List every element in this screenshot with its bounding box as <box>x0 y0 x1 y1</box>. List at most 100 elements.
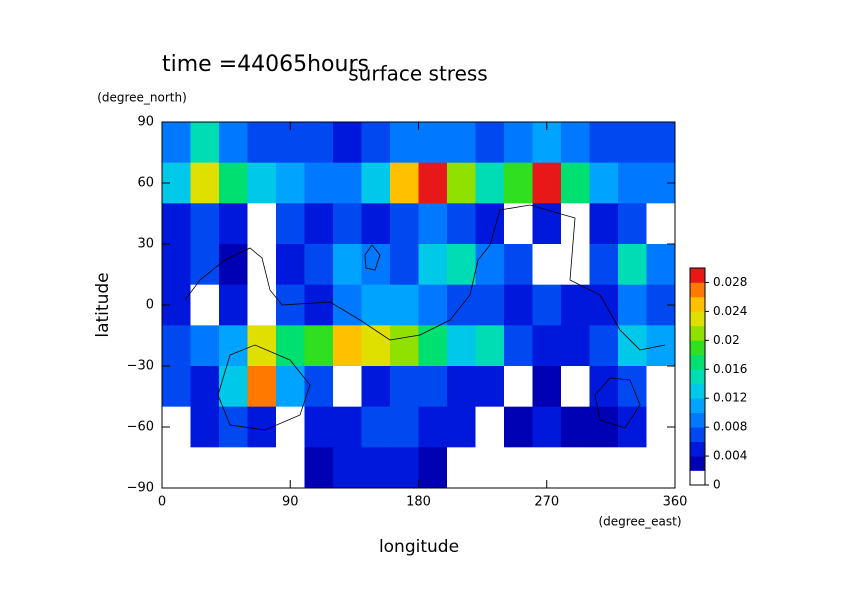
cell <box>646 447 676 489</box>
cell <box>190 366 220 408</box>
cell <box>475 284 505 326</box>
cell <box>475 325 505 367</box>
colorbar-swatch <box>690 340 705 356</box>
cell <box>475 162 505 204</box>
cell <box>589 366 619 408</box>
cell <box>504 122 533 164</box>
cell <box>333 162 362 204</box>
cell <box>333 284 362 326</box>
y-tick-label: 90 <box>137 115 154 130</box>
cell <box>247 203 277 245</box>
colorbar-tick-label: 0.004 <box>713 449 747 463</box>
cell <box>475 447 505 489</box>
cell <box>532 366 562 408</box>
cell <box>447 203 476 245</box>
cell <box>276 366 305 408</box>
cell <box>361 447 391 489</box>
cell <box>418 162 448 204</box>
colorbar-swatch <box>690 441 705 457</box>
x-axis-label: longitude <box>379 537 459 557</box>
cell <box>304 122 334 164</box>
cell <box>589 447 619 489</box>
cell <box>447 325 476 367</box>
y-tick-label: 0 <box>146 298 154 313</box>
cell <box>561 406 590 448</box>
cell <box>190 325 220 367</box>
cell <box>561 122 590 164</box>
cell <box>361 122 391 164</box>
coastline <box>594 377 641 429</box>
cell <box>304 406 334 448</box>
cell <box>162 366 191 408</box>
cell <box>333 325 362 367</box>
chart-title: surface stress <box>348 62 487 86</box>
cell <box>504 447 533 489</box>
cell <box>447 406 476 448</box>
coastlines <box>184 204 666 431</box>
cell <box>589 203 619 245</box>
cell <box>447 122 476 164</box>
cell <box>390 366 419 408</box>
cell <box>219 162 248 204</box>
cell <box>532 406 562 448</box>
field <box>162 122 676 489</box>
cell <box>247 284 277 326</box>
y-tick-label: 30 <box>137 237 154 252</box>
cell <box>304 244 334 286</box>
y-tick-label: 60 <box>137 176 154 191</box>
colorbar-swatch <box>690 354 705 370</box>
y-unit: (degree_north) <box>97 91 187 105</box>
cell <box>276 244 305 286</box>
colorbar-tick-label: 0 <box>713 478 721 492</box>
cell <box>418 284 448 326</box>
cell <box>532 162 562 204</box>
colorbar-frame <box>689 267 706 486</box>
cell <box>333 244 362 286</box>
cell <box>475 366 505 408</box>
cell <box>219 366 248 408</box>
cell <box>532 325 562 367</box>
cell <box>190 203 220 245</box>
cell <box>190 244 220 286</box>
cell <box>504 325 533 367</box>
cell <box>418 203 448 245</box>
cell <box>589 162 619 204</box>
cell <box>646 244 676 286</box>
coastline <box>184 204 666 351</box>
cell <box>361 244 391 286</box>
cell <box>589 406 619 448</box>
cell <box>162 244 191 286</box>
colorbar-swatch <box>690 268 705 283</box>
cell <box>390 203 419 245</box>
cell <box>219 122 248 164</box>
y-axis-label: latitude <box>93 272 113 337</box>
cell <box>589 122 619 164</box>
cell <box>219 284 248 326</box>
colorbar-swatch <box>690 427 705 442</box>
cell <box>304 447 334 489</box>
cell <box>618 284 647 326</box>
cell <box>561 447 590 489</box>
x-tick-label: 180 <box>406 495 431 510</box>
cell <box>333 366 362 408</box>
cell <box>475 122 505 164</box>
cell <box>390 162 419 204</box>
cell <box>418 122 448 164</box>
colorbar-swatch <box>690 398 705 413</box>
cell <box>504 406 533 448</box>
x-tick-label: 90 <box>282 495 299 510</box>
cell <box>276 162 305 204</box>
cell <box>561 244 590 286</box>
cell <box>361 406 391 448</box>
colorbar-tick-label: 0.008 <box>713 420 747 434</box>
x-tick-label: 0 <box>158 495 166 510</box>
y-tick-label: −30 <box>127 359 154 374</box>
cell <box>589 244 619 286</box>
cell <box>504 366 533 408</box>
cell <box>276 203 305 245</box>
cell <box>418 447 448 489</box>
cell <box>418 244 448 286</box>
cell <box>361 284 391 326</box>
cell <box>333 122 362 164</box>
cell <box>304 284 334 326</box>
